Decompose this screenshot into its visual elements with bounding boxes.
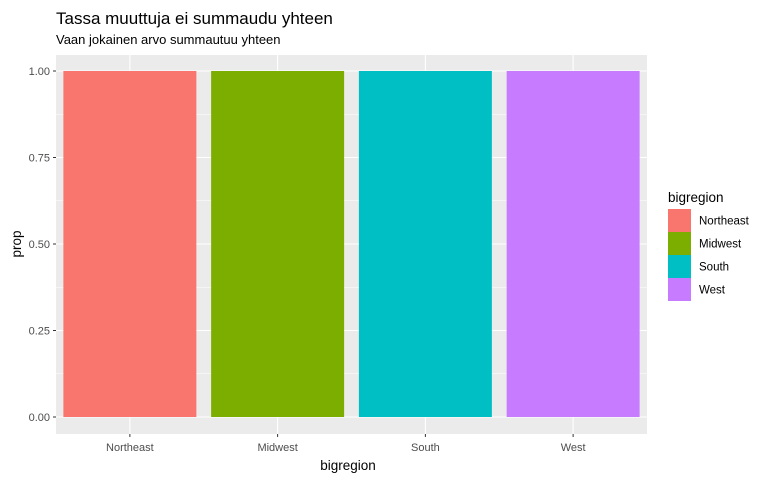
legend-label-midwest: Midwest (699, 239, 742, 251)
bars (63, 71, 640, 417)
legend-label-south: South (699, 262, 729, 274)
x-tick-label: Northeast (106, 442, 154, 454)
legend-items: Northeast Midwest South West (668, 209, 750, 301)
x-tick-label: West (561, 442, 586, 454)
bar-northeast (63, 71, 197, 417)
y-axis-ticks: 0.00 0.25 0.50 0.75 1.00 (29, 66, 56, 424)
y-tick-label: 0.50 (29, 239, 50, 251)
legend: bigregion Northeast Midwest South West (668, 190, 750, 301)
legend-swatch-midwest (668, 232, 691, 255)
legend-title: bigregion (668, 190, 724, 205)
legend-label-west: West (699, 285, 726, 297)
y-tick-label: 0.25 (29, 326, 50, 338)
x-axis-label: bigregion (320, 458, 376, 473)
chart-subtitle: Vaan jokainen arvo summautuu yhteen (56, 32, 281, 47)
x-tick-label: South (411, 442, 440, 454)
bar-midwest (211, 71, 345, 417)
legend-swatch-west (668, 278, 691, 301)
y-axis-label: prop (9, 230, 24, 257)
chart-title: Tassa muuttuja ei summaudu yhteen (56, 9, 333, 28)
y-tick-label: 1.00 (29, 66, 50, 78)
bar-south (358, 71, 492, 417)
legend-label-northeast: Northeast (699, 216, 750, 228)
y-tick-label: 0.00 (29, 412, 50, 424)
x-axis-ticks: Northeast Midwest South West (106, 434, 586, 454)
y-tick-label: 0.75 (29, 153, 50, 165)
legend-swatch-south (668, 255, 691, 278)
x-tick-label: Midwest (257, 442, 297, 454)
legend-swatch-northeast (668, 209, 691, 232)
bar-west (506, 71, 640, 417)
